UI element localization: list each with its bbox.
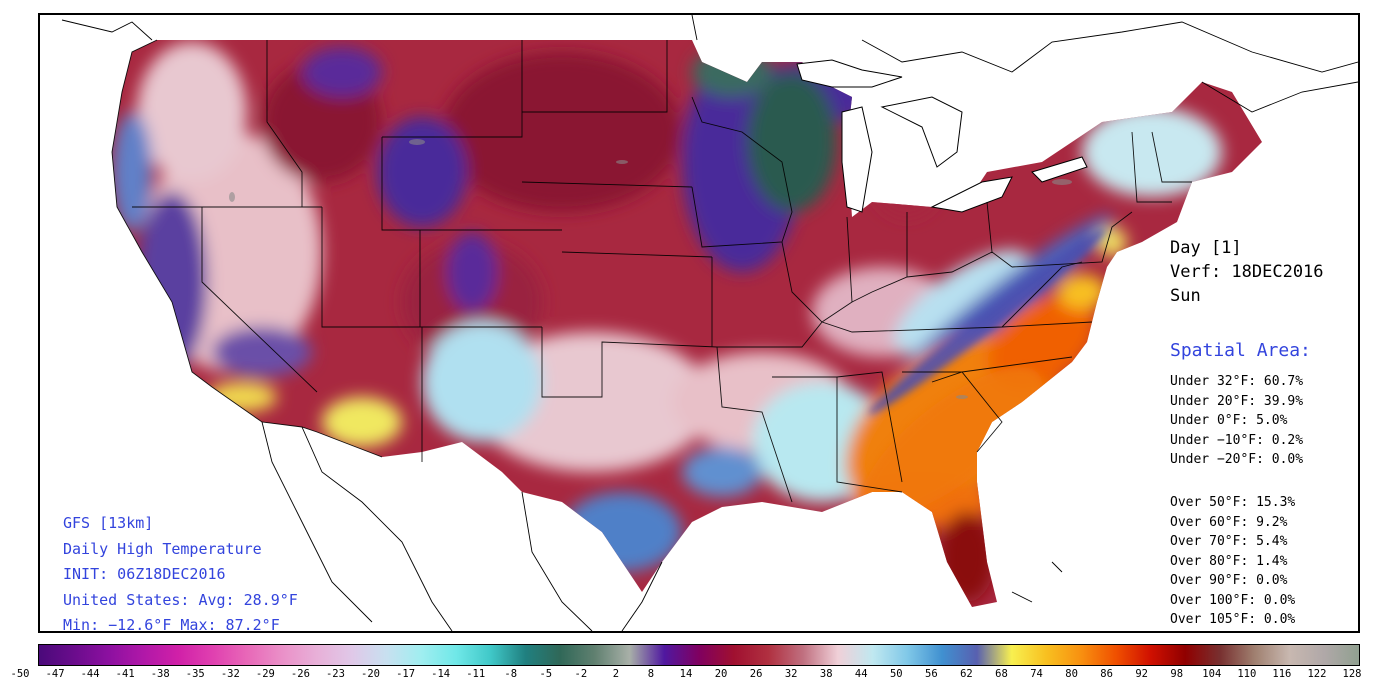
colorbar-tick: -11 xyxy=(466,668,486,680)
weekday-label: Sun xyxy=(1170,286,1201,306)
colorbar-tick: 74 xyxy=(1030,668,1043,680)
under-stat: Under −10°F: 0.2% xyxy=(1170,432,1304,448)
field-name: Daily High Temperature xyxy=(63,539,262,558)
valid-time-block: Day [1] Verf: 18DEC2016 Sun xyxy=(1170,236,1324,308)
under-stat: Under 0°F: 5.0% xyxy=(1170,413,1288,428)
colorbar-tick: 8 xyxy=(647,668,655,680)
over-stat: Over 90°F: 0.0% xyxy=(1170,573,1288,588)
over-stat: Over 70°F: 5.4% xyxy=(1170,534,1288,549)
colorbar-tick: -50 xyxy=(10,668,30,680)
temperature-map xyxy=(38,13,1360,633)
colorbar-tick: 98 xyxy=(1170,668,1184,680)
model-name: GFS [13km] xyxy=(63,514,154,532)
colorbar-tick: 128 xyxy=(1342,668,1362,680)
under-stat: Under 32°F: 60.7% xyxy=(1170,374,1304,389)
colorbar-tick: 38 xyxy=(819,668,833,680)
over-stat: Over 100°F: 0.0% xyxy=(1170,592,1296,608)
day-label: Day [1] xyxy=(1170,238,1242,258)
over-stat: Over 60°F: 9.2% xyxy=(1170,514,1288,530)
average-temp: United States: Avg: 28.9°F xyxy=(63,590,298,609)
colorbar-tick: -5 xyxy=(539,668,553,680)
colorbar-tick: -32 xyxy=(220,668,240,680)
colorbar-tick: -38 xyxy=(150,668,170,680)
colorbar-tick: 62 xyxy=(960,668,973,680)
colorbar-tick: 2 xyxy=(612,668,620,680)
colorbar-tick: 50 xyxy=(889,668,903,680)
colorbar-tick: -14 xyxy=(431,668,451,680)
colorbar-tick: 56 xyxy=(925,668,938,680)
colorbar-tick: -35 xyxy=(185,668,205,680)
colorbar-tick: -20 xyxy=(361,668,380,680)
colorbar-tick: 20 xyxy=(714,668,728,680)
temperature-colorbar xyxy=(38,644,1360,666)
over-stat: Over 105°F: 0.0% xyxy=(1170,612,1296,627)
colorbar-tick: -23 xyxy=(325,668,345,680)
colorbar-tick: -26 xyxy=(290,668,310,680)
init-time: INIT: 06Z18DEC2016 xyxy=(63,565,226,583)
map-canvas xyxy=(40,15,1358,631)
colorbar-tick: 110 xyxy=(1237,668,1257,680)
colorbar-tick: -44 xyxy=(80,668,100,680)
colorbar-tick: 26 xyxy=(749,668,763,680)
under-threshold-list: Under 32°F: 60.7% Under 20°F: 39.9% Unde… xyxy=(1170,372,1303,470)
colorbar-tick: 116 xyxy=(1272,668,1292,680)
over-threshold-list: Over 50°F: 15.3% Over 60°F: 9.2% Over 70… xyxy=(1170,493,1295,630)
model-info-block: GFS [13km] Daily High Temperature INIT: … xyxy=(63,511,298,639)
colorbar-tick: 122 xyxy=(1307,668,1327,680)
colorbar-tick: 44 xyxy=(854,668,868,680)
colorbar-tick: -47 xyxy=(45,668,65,680)
colorbar-tick: 86 xyxy=(1100,668,1113,680)
min-max-temp: Min: −12.6°F Max: 87.2°F xyxy=(63,616,280,634)
under-stat: Under −20°F: 0.0% xyxy=(1170,452,1304,467)
colorbar-tick: 80 xyxy=(1065,668,1078,680)
verification-date: Verf: 18DEC2016 xyxy=(1170,262,1324,282)
under-stat: Under 20°F: 39.9% xyxy=(1170,393,1304,409)
spatial-area-title: Spatial Area: xyxy=(1170,340,1311,361)
colorbar-tick: -8 xyxy=(504,668,518,680)
colorbar-tick: 92 xyxy=(1135,668,1148,680)
colorbar-tick: -2 xyxy=(574,668,588,680)
over-stat: Over 50°F: 15.3% xyxy=(1170,495,1296,510)
colorbar-tick: -17 xyxy=(396,668,416,680)
over-stat: Over 80°F: 1.4% xyxy=(1170,553,1288,569)
colorbar-tick: 104 xyxy=(1202,668,1222,680)
colorbar-tick-labels: -50 -47 -44 -41 -38 -35 -32 -29 -26 -23 -20 -17 -14 -… xyxy=(0,668,1400,682)
colorbar-tick: 32 xyxy=(784,668,798,680)
colorbar-tick: -29 xyxy=(255,668,275,680)
colorbar-tick: 68 xyxy=(995,668,1008,680)
colorbar-tick: 14 xyxy=(679,668,693,680)
colorbar-tick: -41 xyxy=(115,668,135,680)
